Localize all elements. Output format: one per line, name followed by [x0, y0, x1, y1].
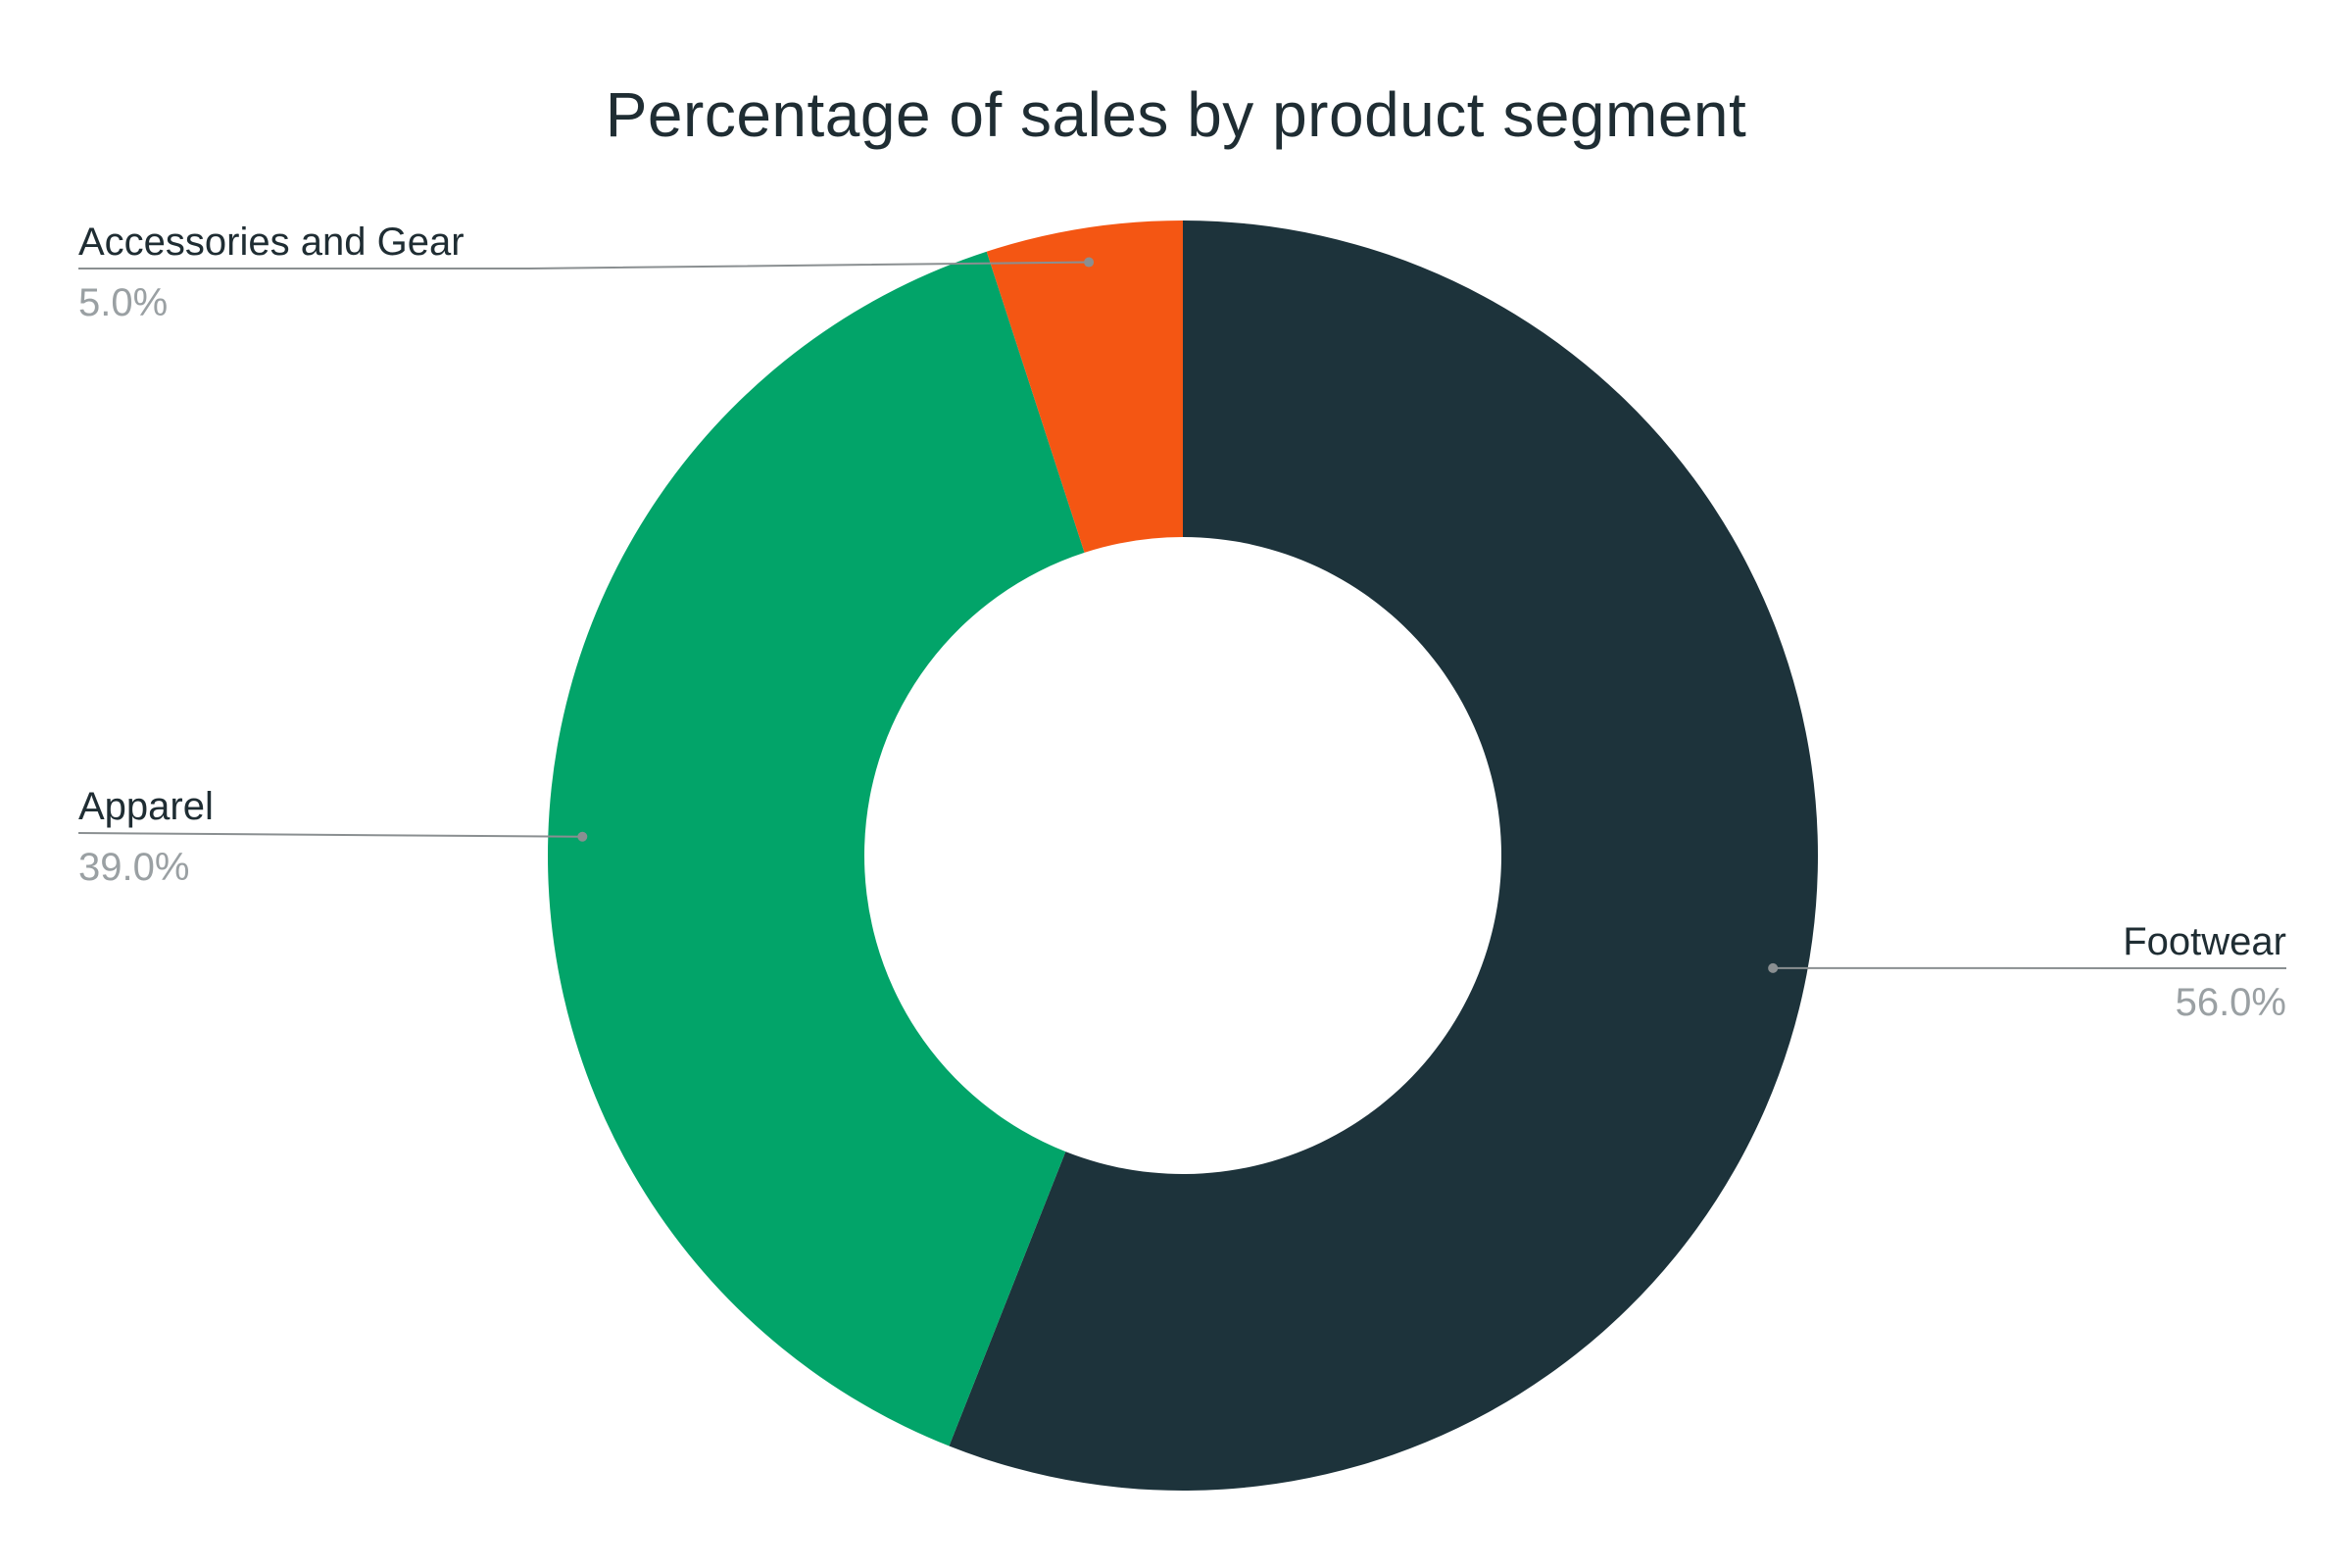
slice-apparel[interactable]: [547, 251, 1085, 1446]
leader-dot-accessories-and-gear: [1084, 257, 1095, 268]
chart-title: Percentage of sales by product segment: [605, 79, 1747, 150]
slice-value-apparel: 39.0%: [78, 846, 189, 889]
slice-label-apparel: Apparel: [78, 785, 214, 828]
slice-accessories-and-gear[interactable]: [986, 220, 1183, 553]
leader-dot-footwear: [1768, 962, 1779, 973]
slice-value-accessories-and-gear: 5.0%: [78, 281, 168, 324]
leader-dot-apparel: [577, 831, 588, 842]
slice-value-footwear: 56.0%: [2176, 981, 2286, 1024]
slice-label-footwear: Footwear: [2123, 920, 2286, 963]
slice-footwear[interactable]: [949, 220, 1818, 1491]
slice-label-accessories-and-gear: Accessories and Gear: [78, 220, 465, 264]
leader-line-accessories-and-gear: [78, 261, 1090, 270]
leader-line-apparel: [77, 832, 583, 838]
